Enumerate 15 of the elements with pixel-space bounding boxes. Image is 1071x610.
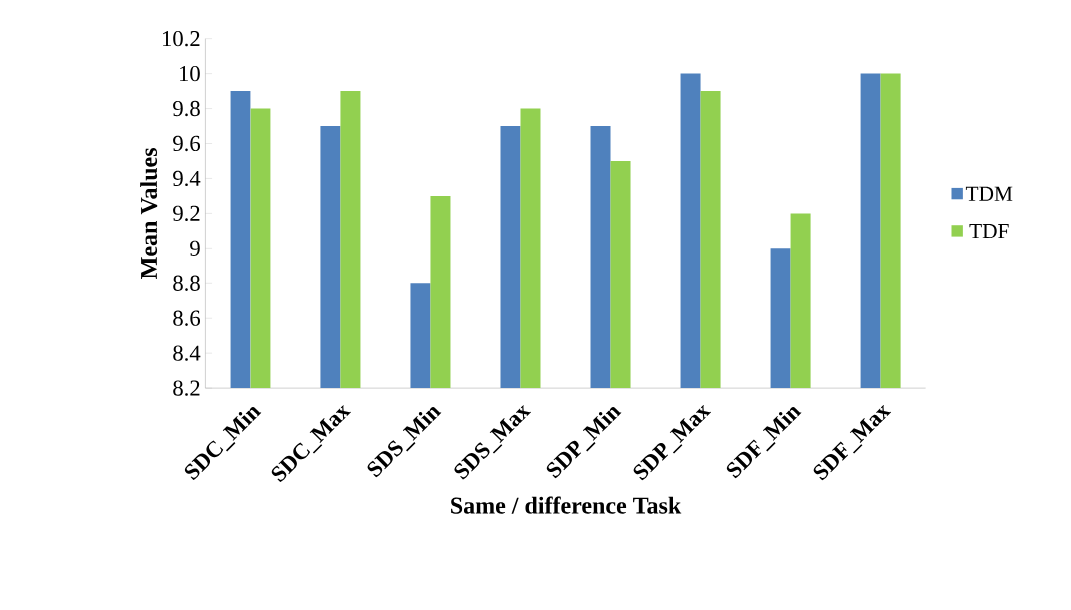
y-axis-title: Mean Values	[140, 148, 158, 280]
y-tick-label: 8.6	[173, 310, 201, 327]
x-axis-title: Same / difference Task	[451, 496, 682, 514]
y-tick-label: 9.2	[173, 205, 200, 222]
y-tick-label: 9.4	[173, 171, 201, 187]
y-tick-label: 10.2	[163, 31, 200, 47]
y-tick-label: 9.8	[173, 101, 200, 117]
legend-label: TDM	[965, 186, 1013, 201]
y-tick-label: 9.6	[173, 136, 201, 152]
y-tick-label: 9	[190, 240, 200, 257]
y-tick-label: 8.2	[173, 380, 200, 397]
legend-label: TDF	[969, 224, 1009, 239]
y-tick-label: 8.8	[173, 275, 200, 292]
y-tick-label: 8.4	[173, 345, 201, 362]
y-tick-label: 10	[180, 66, 200, 82]
